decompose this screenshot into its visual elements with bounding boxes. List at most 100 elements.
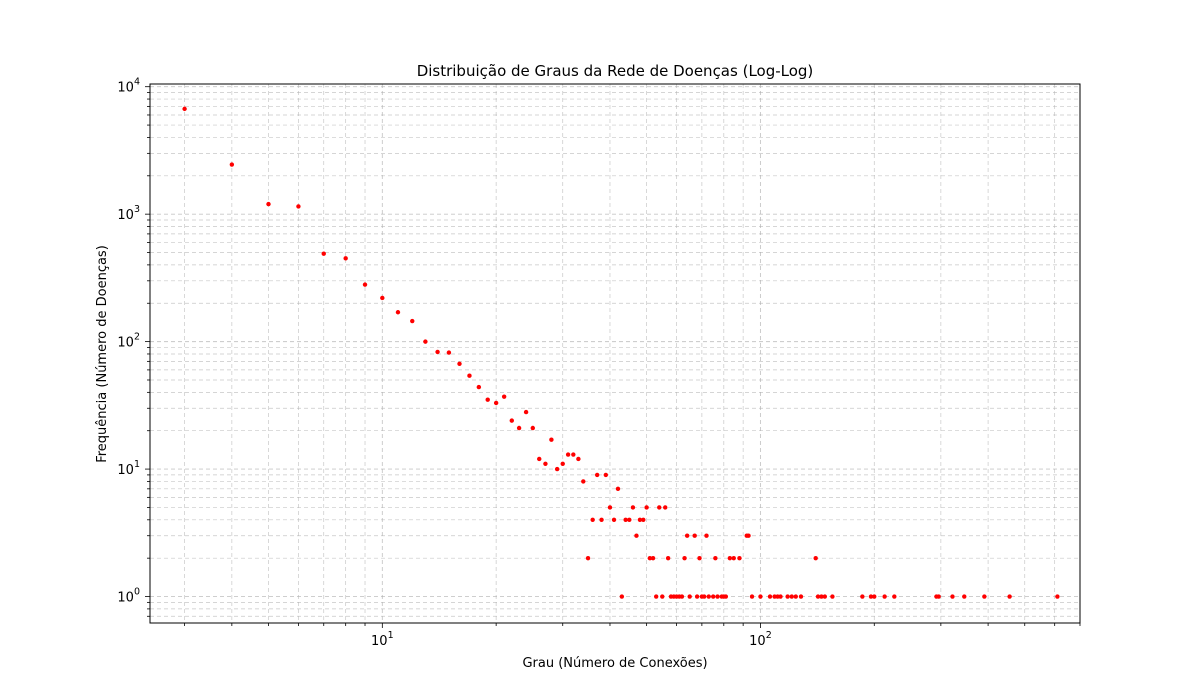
- data-point: [516, 425, 522, 431]
- data-point: [644, 505, 649, 510]
- data-point: [702, 594, 707, 599]
- data-point: [711, 594, 716, 599]
- data-point: [731, 555, 736, 561]
- data-point: [647, 555, 653, 561]
- axis-ticks: 101 102 100 101 102 103 104: [117, 77, 1081, 649]
- data-point: [822, 594, 828, 599]
- data-point: [435, 349, 440, 355]
- x-tick-label: 102: [749, 630, 772, 649]
- data-point: [590, 517, 595, 523]
- data-point: [767, 594, 773, 599]
- data-point: [815, 594, 821, 599]
- data-point: [395, 310, 401, 315]
- data-point: [560, 461, 565, 467]
- y-tick-label: 100: [117, 587, 140, 606]
- data-point: [594, 472, 600, 478]
- data-point: [950, 594, 955, 599]
- data-point: [789, 594, 794, 599]
- data-point: [576, 456, 581, 462]
- data-point: [882, 594, 887, 599]
- data-point: [611, 517, 617, 523]
- data-point: [778, 594, 783, 599]
- x-tick-label: 101: [371, 630, 394, 649]
- data-point: [229, 162, 235, 167]
- data-point: [627, 517, 632, 523]
- data-point: [476, 384, 482, 390]
- data-point: [343, 256, 348, 261]
- data-point: [868, 594, 874, 599]
- data-point: [530, 425, 535, 431]
- y-tick-label: 103: [117, 204, 140, 223]
- data-point: [758, 594, 763, 599]
- data-point: [650, 555, 656, 561]
- x-axis-label: Grau (Número de Conexões): [522, 656, 707, 671]
- data-point: [665, 555, 671, 561]
- data-point: [713, 555, 718, 561]
- data-point: [798, 594, 804, 599]
- data-point: [296, 204, 301, 209]
- data-point: [687, 594, 692, 599]
- data-point: [746, 533, 751, 538]
- data-point: [543, 461, 548, 467]
- data-point: [892, 594, 897, 599]
- data-point: [749, 594, 755, 599]
- data-point: [509, 418, 514, 423]
- data-points: [182, 106, 1060, 599]
- data-point: [727, 555, 733, 561]
- data-point: [485, 397, 490, 402]
- data-point: [362, 282, 368, 287]
- data-point: [706, 594, 711, 599]
- data-point: [571, 452, 576, 457]
- y-tick-label: 101: [117, 459, 140, 478]
- plot-frame: [149, 83, 1081, 624]
- data-point: [493, 400, 499, 406]
- data-point: [615, 486, 621, 492]
- data-point: [962, 594, 967, 599]
- data-point: [467, 373, 472, 378]
- data-point: [446, 350, 452, 355]
- data-point: [663, 505, 668, 510]
- data-point: [554, 466, 560, 472]
- data-point: [457, 361, 462, 366]
- data-point: [936, 594, 941, 599]
- data-point: [704, 533, 709, 538]
- data-point: [266, 201, 271, 207]
- y-axis-label: Frequência (Número de Doenças): [95, 245, 110, 463]
- y-tick-label: 102: [117, 332, 140, 351]
- data-point: [830, 594, 835, 599]
- data-point: [785, 594, 790, 599]
- data-point: [549, 437, 554, 442]
- data-point: [619, 594, 625, 599]
- data-point: [423, 339, 428, 344]
- data-point: [581, 479, 586, 484]
- data-point: [607, 505, 613, 510]
- data-point: [565, 452, 571, 457]
- data-point: [657, 505, 662, 510]
- data-point: [660, 594, 665, 599]
- data-point: [321, 251, 326, 256]
- data-point: [641, 517, 646, 523]
- data-point: [501, 394, 507, 399]
- data-point: [410, 318, 415, 324]
- data-point: [637, 517, 643, 523]
- data-point: [599, 517, 604, 523]
- data-point: [1007, 594, 1012, 599]
- plot-area-background: [150, 84, 1080, 623]
- data-point: [819, 594, 824, 599]
- data-point: [697, 555, 702, 561]
- data-point: [737, 555, 742, 561]
- data-point: [182, 106, 187, 112]
- data-point: [523, 409, 529, 415]
- data-point: [1055, 594, 1060, 599]
- data-point: [682, 555, 687, 561]
- data-point: [813, 555, 818, 561]
- data-point: [585, 555, 591, 561]
- data-point: [380, 295, 385, 301]
- data-point: [630, 505, 636, 510]
- chart-title: Distribuição de Graus da Rede de Doenças…: [417, 62, 814, 80]
- data-point: [603, 472, 609, 478]
- data-point: [872, 594, 877, 599]
- y-tick-label: 104: [117, 77, 140, 96]
- data-point: [679, 594, 685, 599]
